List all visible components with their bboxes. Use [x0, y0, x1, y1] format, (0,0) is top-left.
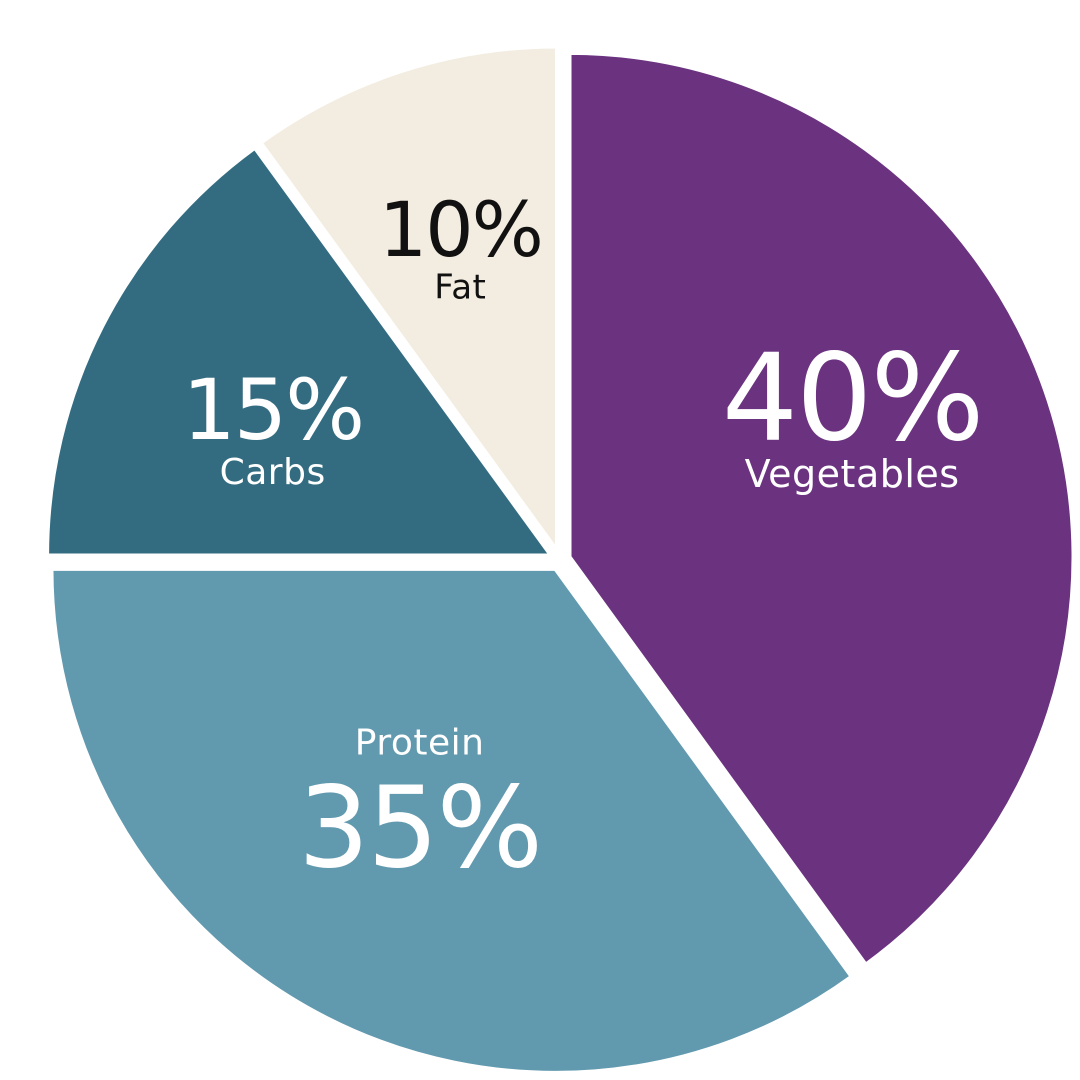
pie-category-label-fat: Fat	[434, 268, 486, 308]
pie-category-label-vegetables: Vegetables	[745, 452, 960, 496]
pie-slice-fat	[257, 44, 559, 557]
pie-slice-protein	[49, 566, 855, 1075]
pie-value-label-vegetables: 40%	[722, 329, 983, 468]
pie-labels: 40%Vegetables 35%Protein 15%Carbs 10%Fat	[182, 185, 984, 893]
pie-slices	[45, 44, 1076, 1075]
pie-value-label-carbs: 15%	[182, 361, 363, 459]
pie-slice-carbs	[45, 144, 556, 558]
pie-value-label-fat: 10%	[379, 185, 542, 274]
pie-slice-vegetables	[567, 50, 1076, 968]
pie-category-label-carbs: Carbs	[220, 452, 326, 493]
pie-category-label-protein: Protein	[355, 722, 485, 763]
pie-value-label-protein: 35%	[298, 763, 541, 893]
